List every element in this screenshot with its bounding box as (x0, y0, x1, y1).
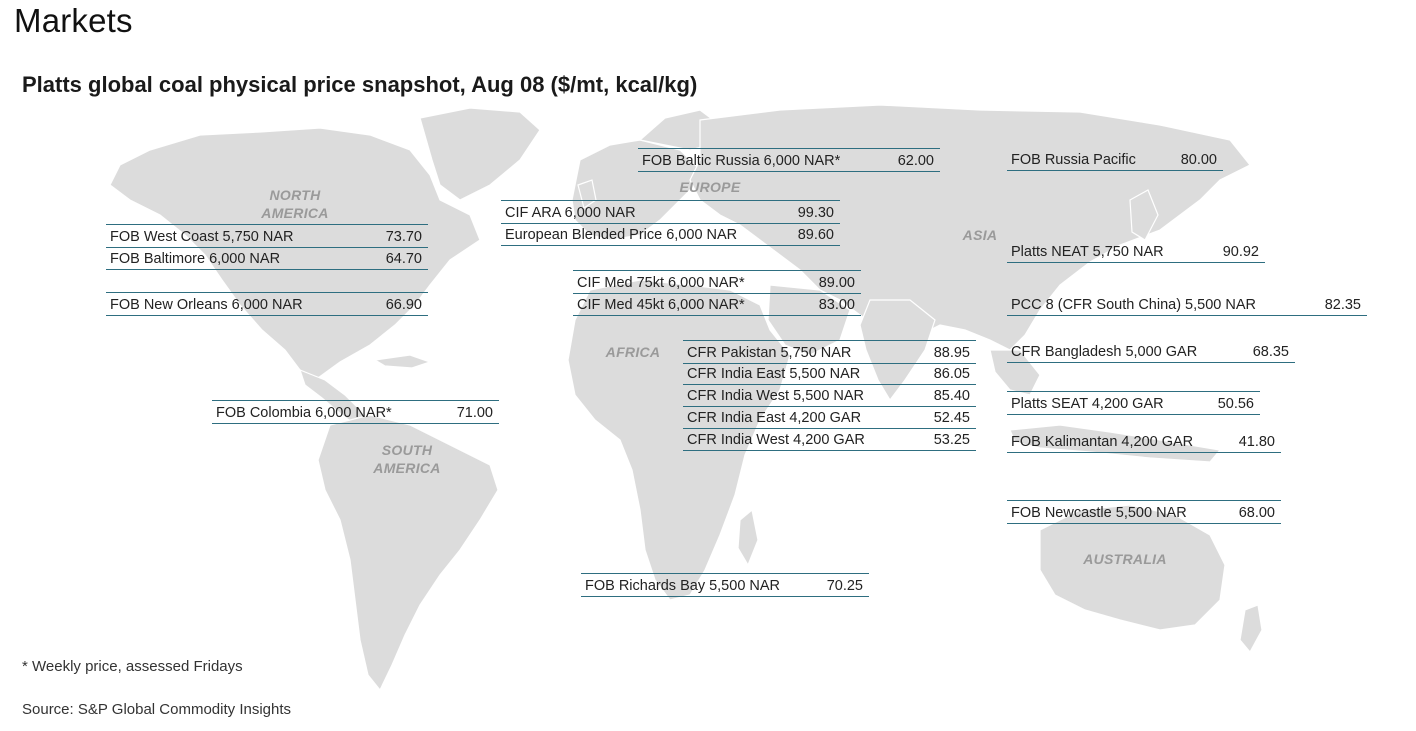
region-label-asia: ASIA (962, 227, 998, 243)
price-value: 52.45 (933, 410, 970, 426)
price-fob-west-coast: FOB West Coast 5,750 NAR 73.70 (106, 224, 428, 248)
price-name: CFR India East 4,200 GAR (687, 410, 862, 426)
price-name: CIF ARA 6,000 NAR (505, 205, 636, 221)
price-fob-richards-bay: FOB Richards Bay 5,500 NAR 70.25 (581, 573, 869, 597)
india-shape (859, 299, 936, 402)
price-value: 68.35 (1252, 344, 1289, 360)
price-cif-ara: CIF ARA 6,000 NAR 99.30 (501, 200, 840, 224)
price-value: 88.95 (933, 345, 970, 361)
price-name: FOB New Orleans 6,000 NAR (110, 297, 303, 313)
price-name: PCC 8 (CFR South China) 5,500 NAR (1011, 297, 1256, 313)
new-zealand-shape (1239, 604, 1263, 654)
price-value: 89.60 (797, 227, 834, 243)
price-value: 86.05 (933, 366, 970, 382)
price-value: 50.56 (1217, 396, 1254, 412)
price-cfr-india-east-5500: CFR India East 5,500 NAR 86.05 (683, 362, 976, 385)
price-value: 71.00 (456, 405, 493, 421)
price-value: 62.00 (897, 153, 934, 169)
price-name: FOB Richards Bay 5,500 NAR (585, 578, 781, 594)
australia-shape (1039, 504, 1226, 631)
caribbean-shape (373, 354, 432, 369)
price-name: FOB Baltic Russia 6,000 NAR* (642, 153, 841, 169)
price-name: CIF Med 45kt 6,000 NAR* (577, 297, 745, 313)
price-cfr-pakistan: CFR Pakistan 5,750 NAR 88.95 (683, 340, 976, 364)
source-note: Source: S&P Global Commodity Insights (22, 701, 292, 718)
price-name: Platts SEAT 4,200 GAR (1011, 396, 1164, 412)
region-label-south-america: SOUTH AMERICA (373, 442, 441, 476)
price-value: 53.25 (933, 432, 970, 448)
price-fob-kalimantan: FOB Kalimantan 4,200 GAR 41.80 (1007, 430, 1281, 453)
section-title: Markets (14, 2, 133, 39)
price-name: European Blended Price 6,000 NAR (505, 227, 738, 243)
price-value: 68.00 (1238, 505, 1275, 521)
africa-shape (567, 279, 791, 601)
price-value: 83.00 (818, 297, 855, 313)
price-value: 66.90 (385, 297, 422, 313)
price-fob-new-orleans: FOB New Orleans 6,000 NAR 66.90 (106, 292, 428, 316)
price-name: FOB Colombia 6,000 NAR* (216, 405, 392, 421)
price-cif-med-75kt: CIF Med 75kt 6,000 NAR* 89.00 (573, 270, 861, 294)
price-cfr-india-west-4200: CFR India West 4,200 GAR 53.25 (683, 428, 976, 451)
price-value: 41.80 (1238, 434, 1275, 450)
southeast-asia-shape (989, 349, 1041, 396)
region-label-africa: AFRICA (605, 344, 661, 360)
price-name: CFR India West 5,500 NAR (687, 388, 865, 404)
price-fob-colombia: FOB Colombia 6,000 NAR* 71.00 (212, 400, 499, 424)
price-cfr-bangladesh: CFR Bangladesh 5,000 GAR 68.35 (1007, 340, 1295, 363)
price-value: 64.70 (385, 251, 422, 267)
price-value: 82.35 (1324, 297, 1361, 313)
price-cfr-india-west-5500: CFR India West 5,500 NAR 85.40 (683, 384, 976, 407)
price-name: CFR Pakistan 5,750 NAR (687, 345, 852, 361)
price-value: 70.25 (826, 578, 863, 594)
price-fob-baltimore: FOB Baltimore 6,000 NAR 64.70 (106, 247, 428, 270)
price-name: FOB Kalimantan 4,200 GAR (1011, 434, 1194, 450)
madagascar-shape (737, 508, 759, 567)
price-name: FOB Russia Pacific (1011, 152, 1136, 168)
greenland-shape (419, 107, 541, 201)
price-cfr-india-east-4200: CFR India East 4,200 GAR 52.45 (683, 406, 976, 429)
japan-shape (1129, 189, 1159, 241)
price-name: FOB Newcastle 5,500 NAR (1011, 505, 1187, 521)
price-name: Platts NEAT 5,750 NAR (1011, 244, 1164, 260)
price-name: CFR India East 5,500 NAR (687, 366, 861, 382)
chart-title: Platts global coal physical price snapsh… (22, 72, 698, 97)
price-fob-russia-pacific: FOB Russia Pacific 80.00 (1007, 148, 1223, 171)
price-name: FOB Baltimore 6,000 NAR (110, 251, 281, 267)
price-fob-newcastle: FOB Newcastle 5,500 NAR 68.00 (1007, 500, 1281, 524)
price-value: 90.92 (1222, 244, 1259, 260)
price-cif-med-45kt: CIF Med 45kt 6,000 NAR* 83.00 (573, 293, 861, 316)
asia-shape (689, 104, 1251, 351)
price-value: 89.00 (818, 275, 855, 291)
price-pcc8-south-china: PCC 8 (CFR South China) 5,500 NAR 82.35 (1007, 293, 1367, 316)
price-european-blended: European Blended Price 6,000 NAR 89.60 (501, 223, 840, 246)
south-america-shape (317, 414, 499, 692)
price-name: CFR India West 4,200 GAR (687, 432, 865, 448)
price-name: CIF Med 75kt 6,000 NAR* (577, 275, 745, 291)
price-value: 85.40 (933, 388, 970, 404)
price-fob-baltic-russia: FOB Baltic Russia 6,000 NAR* 62.00 (638, 148, 940, 172)
price-platts-neat: Platts NEAT 5,750 NAR 90.92 (1007, 240, 1265, 263)
region-label-europe: EUROPE (679, 179, 741, 195)
price-name: FOB West Coast 5,750 NAR (110, 229, 294, 245)
price-platts-seat: Platts SEAT 4,200 GAR 50.56 (1007, 391, 1260, 415)
price-value: 80.00 (1180, 152, 1217, 168)
region-label-north-america: NORTH AMERICA (261, 187, 329, 221)
price-value: 73.70 (385, 229, 422, 245)
price-value: 99.30 (797, 205, 834, 221)
price-name: CFR Bangladesh 5,000 GAR (1011, 344, 1198, 360)
region-label-australia: AUSTRALIA (1083, 551, 1167, 567)
footnote: * Weekly price, assessed Fridays (22, 658, 243, 675)
